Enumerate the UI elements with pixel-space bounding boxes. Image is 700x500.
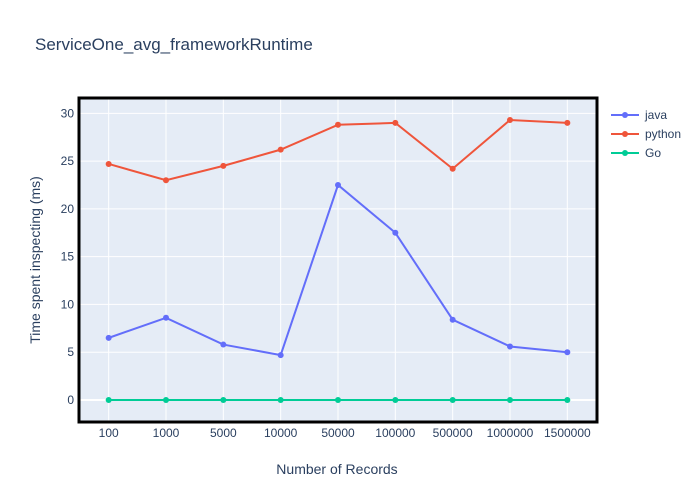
chart-title: ServiceOne_avg_frameworkRuntime xyxy=(35,35,313,54)
data-point[interactable] xyxy=(277,146,284,153)
series-layer xyxy=(105,117,571,403)
data-point[interactable] xyxy=(392,396,399,403)
data-point[interactable] xyxy=(564,396,571,403)
data-point[interactable] xyxy=(105,396,112,403)
y-tick-label: 10 xyxy=(61,297,75,311)
legend[interactable]: java python Go xyxy=(611,108,681,160)
legend-marker xyxy=(622,112,628,118)
y-tick-label: 15 xyxy=(61,250,75,264)
data-point[interactable] xyxy=(105,160,112,167)
data-point[interactable] xyxy=(220,162,227,169)
x-tick-label: 5000 xyxy=(210,426,237,440)
x-tick-label: 50000 xyxy=(321,426,355,440)
data-point[interactable] xyxy=(220,396,227,403)
plot-border xyxy=(77,96,599,424)
y-tick-label: 5 xyxy=(67,345,74,359)
legend-item-go[interactable]: Go xyxy=(611,146,661,160)
grid-lines xyxy=(80,99,596,421)
data-point[interactable] xyxy=(507,117,513,124)
legend-marker xyxy=(622,150,628,156)
data-point[interactable] xyxy=(277,352,284,359)
data-point[interactable] xyxy=(449,165,456,172)
data-point[interactable] xyxy=(449,396,456,403)
legend-label: java xyxy=(644,108,667,122)
x-tick-labels: 100 1000 5000 10000 50000 100000 500000 1000000… xyxy=(99,426,591,440)
data-point[interactable] xyxy=(564,119,571,126)
data-point[interactable] xyxy=(105,334,112,341)
y-axis-title: Time spent inspecting (ms) xyxy=(27,176,43,344)
legend-item-java[interactable]: java xyxy=(611,108,667,122)
data-point[interactable] xyxy=(163,177,169,184)
legend-marker xyxy=(622,131,628,137)
data-point[interactable] xyxy=(392,119,399,126)
x-tick-label: 100 xyxy=(99,426,119,440)
data-point[interactable] xyxy=(277,396,284,403)
data-point[interactable] xyxy=(449,316,456,323)
x-tick-label: 500000 xyxy=(433,426,473,440)
data-point[interactable] xyxy=(163,314,169,321)
series-go xyxy=(105,396,571,403)
legend-label: python xyxy=(645,127,681,141)
data-point[interactable] xyxy=(392,229,399,236)
y-tick-label: 25 xyxy=(61,154,75,168)
x-tick-label: 10000 xyxy=(264,426,298,440)
x-axis-title: Number of Records xyxy=(276,461,397,477)
data-point[interactable] xyxy=(564,349,571,356)
x-tick-label: 1500000 xyxy=(544,426,591,440)
data-point[interactable] xyxy=(335,396,341,403)
series-python xyxy=(105,117,571,184)
y-tick-label: 20 xyxy=(61,202,75,216)
x-tick-label: 100000 xyxy=(375,426,415,440)
data-point[interactable] xyxy=(507,343,513,350)
data-point[interactable] xyxy=(220,341,227,348)
data-point[interactable] xyxy=(163,396,169,403)
data-point[interactable] xyxy=(507,396,513,403)
data-point[interactable] xyxy=(335,121,341,128)
x-tick-label: 1000 xyxy=(153,426,180,440)
legend-label: Go xyxy=(645,146,661,160)
legend-item-python[interactable]: python xyxy=(611,127,681,141)
series-java xyxy=(105,181,571,359)
y-tick-labels: 0 5 10 15 20 25 30 xyxy=(61,106,75,407)
data-point[interactable] xyxy=(335,181,341,188)
y-tick-label: 30 xyxy=(61,106,75,120)
x-tick-label: 1000000 xyxy=(487,426,534,440)
y-tick-label: 0 xyxy=(67,393,74,407)
